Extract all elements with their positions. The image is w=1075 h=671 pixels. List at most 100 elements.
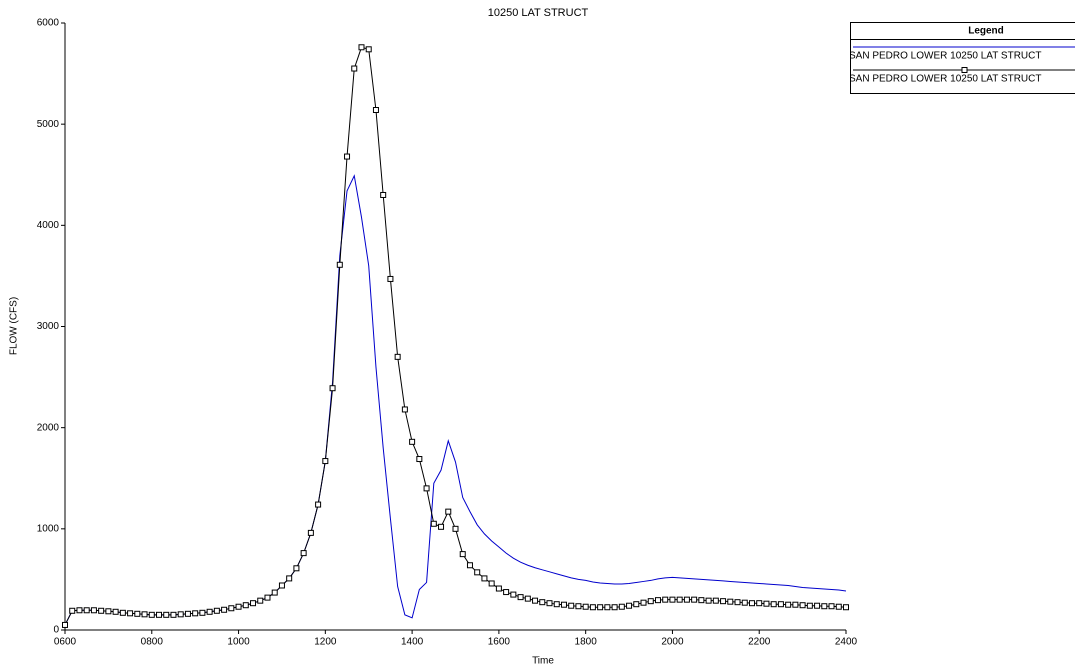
data-point: [300, 550, 307, 557]
data-point: [69, 607, 76, 614]
data-point: [792, 601, 799, 608]
data-point: [828, 603, 835, 610]
data-point: [351, 65, 358, 72]
series-line: [64, 46, 847, 626]
data-point: [821, 603, 828, 610]
data-point: [278, 582, 285, 589]
series-line: [64, 174, 847, 626]
data-point: [452, 525, 459, 532]
data-point: [329, 385, 336, 392]
data-point: [401, 406, 408, 413]
data-point: [206, 608, 213, 615]
data-point: [380, 191, 387, 198]
data-point: [503, 589, 510, 596]
legend-box: [850, 22, 1075, 94]
x-tick-label: 1000: [227, 637, 250, 648]
data-point: [221, 606, 228, 613]
data-point: [177, 611, 184, 618]
data-point: [597, 604, 604, 611]
data-point: [83, 607, 90, 614]
data-point: [257, 597, 264, 604]
data-point: [315, 501, 322, 508]
x-tick-label: 2400: [835, 637, 858, 648]
data-point: [242, 602, 249, 609]
data-point: [127, 610, 134, 617]
data-point: [669, 596, 676, 603]
data-point: [568, 602, 575, 609]
data-point: [705, 597, 712, 604]
data-point: [134, 610, 141, 617]
x-tick-label: 1400: [401, 637, 424, 648]
data-point: [756, 600, 763, 607]
data-point: [575, 603, 582, 610]
data-point: [683, 596, 690, 603]
data-point: [293, 565, 300, 572]
data-point: [438, 523, 445, 530]
data-point: [698, 597, 705, 604]
data-point: [372, 107, 379, 114]
y-tick-label: 5000: [37, 119, 60, 130]
data-point: [105, 608, 112, 615]
data-point: [734, 599, 741, 606]
data-point: [250, 600, 257, 607]
data-point: [618, 603, 625, 610]
data-point: [409, 438, 416, 445]
data-point: [532, 597, 539, 604]
data-point: [720, 598, 727, 605]
data-point: [156, 611, 163, 618]
data-point: [806, 602, 813, 609]
data-point: [474, 569, 481, 576]
data-point: [640, 599, 647, 606]
data-point: [691, 596, 698, 603]
data-point: [676, 596, 683, 603]
data-point: [712, 597, 719, 604]
data-point: [170, 611, 177, 618]
x-tick-label: 2200: [748, 637, 771, 648]
x-tick-label: 2000: [661, 637, 684, 648]
data-point: [843, 604, 849, 611]
data-point: [546, 600, 553, 607]
data-point: [358, 44, 365, 51]
data-point: [119, 609, 126, 616]
data-point: [141, 611, 148, 618]
data-point: [626, 602, 633, 609]
data-point: [112, 608, 119, 615]
data-point: [741, 599, 748, 606]
data-point: [481, 575, 488, 582]
data-point: [192, 610, 199, 617]
legend-title: Legend: [968, 26, 1004, 37]
data-point: [98, 607, 105, 614]
data-point: [582, 603, 589, 610]
legend: Legend SAN PEDRO LOWER 10250 LAT STRUCT S…: [850, 22, 1075, 94]
y-axis-label: FLOW (CFS): [9, 297, 20, 355]
data-point: [271, 589, 278, 596]
data-point: [344, 153, 351, 160]
data-point: [394, 353, 401, 360]
y-tick-label: 1000: [37, 523, 60, 534]
data-point: [560, 601, 567, 608]
data-point: [770, 601, 777, 608]
data-point: [228, 605, 235, 612]
x-tick-label: 1800: [575, 637, 598, 648]
data-point: [647, 598, 654, 605]
data-point: [163, 611, 170, 618]
x-tick-label: 0800: [141, 637, 164, 648]
data-point: [387, 275, 394, 282]
y-tick-label: 4000: [37, 220, 60, 231]
data-point: [336, 261, 343, 268]
legend-marker: [961, 67, 968, 73]
data-point: [213, 607, 220, 614]
x-tick-label: 1200: [314, 637, 337, 648]
data-point: [286, 575, 293, 582]
data-point: [488, 580, 495, 587]
x-tick-label: 0600: [54, 637, 77, 648]
data-point: [777, 601, 784, 608]
data-point: [199, 609, 206, 616]
data-point: [466, 562, 473, 569]
data-point: [604, 604, 611, 611]
y-tick-label: 0: [53, 625, 59, 636]
data-point: [235, 603, 242, 610]
data-point: [416, 456, 423, 463]
data-point: [654, 597, 661, 604]
